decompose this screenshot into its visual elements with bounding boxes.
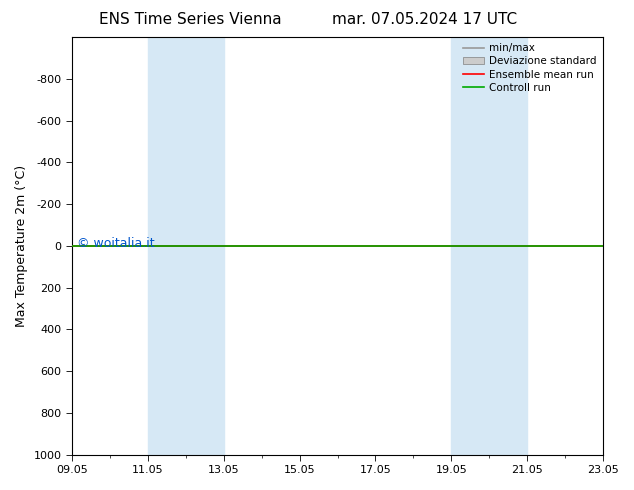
Bar	[451, 37, 527, 455]
Text: © woitalia.it: © woitalia.it	[77, 237, 155, 250]
Y-axis label: Max Temperature 2m (°C): Max Temperature 2m (°C)	[15, 165, 28, 327]
Text: ENS Time Series Vienna: ENS Time Series Vienna	[99, 12, 281, 27]
Bar	[148, 37, 224, 455]
Legend: min/max, Deviazione standard, Ensemble mean run, Controll run: min/max, Deviazione standard, Ensemble m…	[459, 39, 601, 97]
Text: mar. 07.05.2024 17 UTC: mar. 07.05.2024 17 UTC	[332, 12, 517, 27]
